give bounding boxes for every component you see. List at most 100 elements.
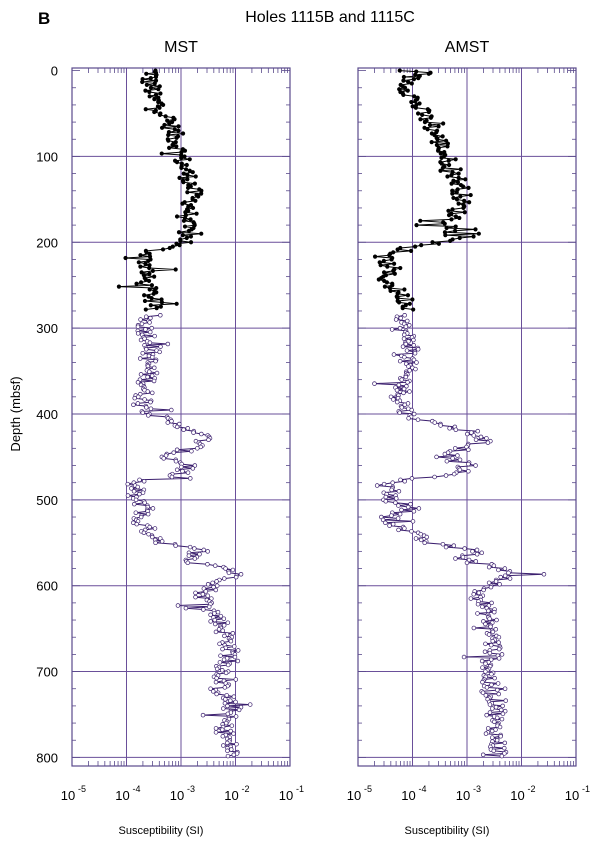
data-point (449, 217, 454, 222)
data-point (383, 494, 389, 500)
data-point (407, 389, 412, 394)
data-point (136, 260, 141, 265)
data-point (181, 427, 186, 432)
data-point (482, 649, 488, 654)
data-point (397, 325, 403, 331)
data-point (493, 579, 499, 584)
data-point (174, 424, 180, 430)
data-point (138, 356, 143, 361)
data-point (225, 748, 230, 754)
data-point (147, 271, 152, 276)
data-point (143, 88, 148, 93)
data-point (486, 580, 492, 586)
data-point (434, 454, 439, 460)
data-point (488, 642, 494, 648)
data-point (223, 566, 228, 571)
data-point (415, 347, 421, 352)
data-point (220, 727, 225, 732)
data-point (426, 109, 431, 115)
data-point (474, 547, 480, 553)
y-tick-label: 600 (36, 579, 58, 594)
data-point (381, 258, 386, 263)
data-point (480, 604, 485, 610)
data-point (455, 180, 461, 185)
data-point (491, 563, 497, 568)
data-point (396, 503, 401, 508)
data-point (137, 477, 142, 483)
data-point (148, 75, 153, 81)
data-point (473, 227, 478, 232)
x-tick-label: 10 (565, 788, 579, 803)
data-point (157, 349, 162, 355)
data-point (488, 657, 494, 662)
data-point (193, 174, 198, 179)
data-point (183, 167, 189, 172)
data-point (483, 731, 489, 736)
data-point (490, 638, 495, 644)
data-point (436, 241, 441, 246)
data-point (173, 543, 178, 548)
data-point (177, 243, 182, 248)
y-tick-label: 700 (36, 665, 58, 680)
data-point (147, 340, 153, 345)
data-point (396, 382, 402, 388)
data-point (135, 331, 141, 336)
data-point (464, 560, 470, 566)
data-point (145, 511, 151, 517)
data-point (201, 547, 207, 553)
data-point (180, 201, 185, 206)
data-point (412, 350, 418, 356)
data-point (143, 107, 148, 112)
data-point (480, 665, 485, 670)
data-point (499, 753, 505, 759)
data-point (449, 181, 454, 186)
data-point (225, 662, 231, 668)
data-point (152, 274, 157, 279)
data-point (190, 466, 196, 471)
data-point (413, 98, 418, 103)
data-point (165, 341, 171, 347)
data-point (206, 437, 211, 443)
data-point (494, 617, 499, 623)
data-point (231, 752, 237, 758)
data-point (228, 638, 234, 644)
data-point (438, 168, 443, 173)
data-point (179, 165, 184, 170)
data-point (231, 731, 236, 736)
data-point (444, 458, 450, 464)
data-point (471, 433, 477, 438)
data-point (410, 519, 416, 524)
data-point (218, 653, 223, 658)
data-point (225, 620, 231, 625)
data-point (405, 88, 410, 93)
data-point (480, 679, 485, 685)
data-point (402, 85, 408, 90)
data-point (147, 287, 152, 292)
data-point (436, 124, 441, 129)
data-point (142, 298, 148, 304)
data-point (489, 728, 495, 734)
data-point (176, 124, 181, 129)
data-point (541, 572, 547, 577)
data-point (181, 218, 187, 223)
data-point (142, 500, 147, 505)
data-point (490, 706, 495, 711)
data-point (475, 428, 481, 434)
x-tick-label: 10 (401, 788, 415, 803)
data-point (135, 324, 141, 329)
data-point (457, 467, 463, 473)
data-point (133, 497, 139, 503)
data-point (401, 390, 406, 396)
data-point (233, 677, 239, 682)
x-axis-label: Susceptibility (SI) (405, 825, 490, 837)
data-point (491, 748, 496, 754)
data-point (432, 474, 437, 480)
data-point (182, 224, 188, 229)
data-point (196, 194, 201, 199)
data-point (234, 741, 239, 747)
data-point (153, 92, 159, 98)
data-point (177, 175, 182, 180)
data-point (489, 671, 494, 677)
data-point (497, 582, 502, 587)
x-tick-label: 10 (224, 788, 238, 803)
